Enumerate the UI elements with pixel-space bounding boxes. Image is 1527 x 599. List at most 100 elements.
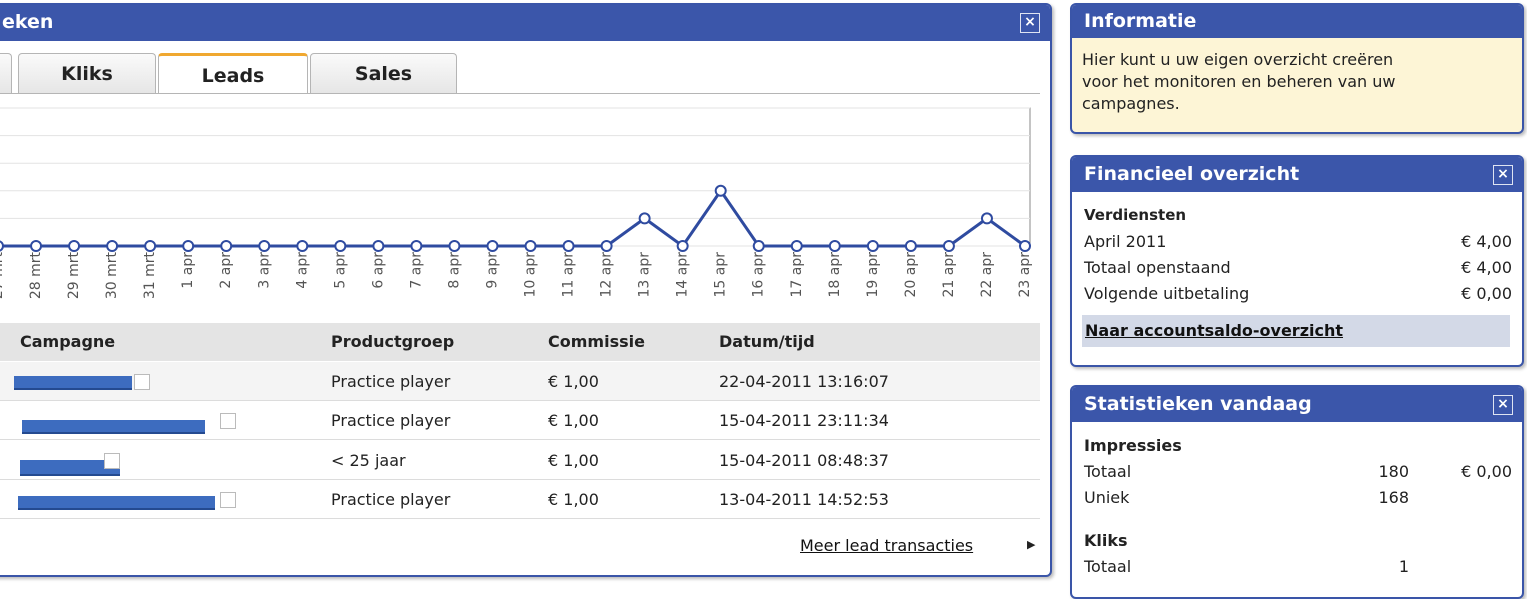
external-icon: [220, 491, 236, 508]
x-tick-label: 20 apr: [903, 252, 919, 298]
account-link[interactable]: Naar accountsaldo-overzicht: [1085, 321, 1344, 340]
row-value: € 0,00: [1461, 284, 1512, 303]
data-point: [866, 240, 879, 252]
close-button[interactable]: ×: [1020, 13, 1040, 33]
close-button[interactable]: ×: [1493, 395, 1513, 415]
panel-title: Statistieken vandaag: [1084, 393, 1312, 415]
table-header: [0, 323, 1040, 361]
table-cell: < 25 jaar: [331, 450, 406, 470]
data-point: [1019, 240, 1031, 252]
table-cell: € 1,00: [548, 411, 599, 431]
more-link[interactable]: Meer lead transacties: [800, 536, 974, 555]
redacted-link[interactable]: [14, 376, 132, 390]
tab-line: [0, 93, 1040, 94]
data-point: [182, 240, 195, 252]
panel-title: Informatie: [1084, 10, 1197, 32]
x-tick-label: 14 apr: [675, 252, 691, 298]
x-tick-label: 21 apr: [941, 252, 957, 298]
x-tick-label: 9 apr: [484, 252, 500, 289]
section-title: Impressies: [1084, 436, 1182, 455]
data-point: [600, 240, 613, 252]
table-cell: € 1,00: [548, 489, 599, 509]
column-header: Commissie: [548, 332, 645, 351]
data-point: [448, 240, 461, 252]
plot-frame: [0, 107, 1031, 247]
table-cell: Practice player: [331, 372, 451, 391]
x-tick-label: 13 apr: [637, 252, 653, 298]
info-text: Hier kunt u uw eigen overzicht creëren: [1082, 50, 1394, 69]
tab[interactable]: Leads: [158, 53, 308, 93]
data-point: [638, 212, 651, 225]
stats-panel: Statistieken vandaag × Impressies Totaal 1…: [1070, 385, 1524, 599]
x-tick-label: 2 apr: [218, 252, 234, 289]
panel-header: Informatie: [1072, 5, 1522, 38]
row-label: Uniek: [1084, 488, 1130, 507]
panel-title: Financieel overzicht: [1084, 163, 1300, 185]
redacted-link[interactable]: [20, 460, 120, 476]
column-header: Campagne: [20, 332, 116, 351]
data-point: [68, 240, 81, 252]
row-label: Volgende uitbetaling: [1084, 284, 1250, 303]
x-tick-label: 11 apr: [561, 252, 577, 298]
data-point: [676, 240, 689, 252]
info-panel: Informatie Hier kunt u uw eigen overzich…: [1070, 3, 1524, 134]
table-cell: 13-04-2011 14:52:53: [719, 489, 889, 509]
redacted-link[interactable]: [18, 496, 215, 510]
data-point: [486, 240, 499, 252]
data-point: [144, 240, 157, 252]
row-value: € 4,00: [1461, 258, 1512, 277]
chart: 27 mrt 28 mrt 29 mrt 30 mrt 31 mrt 1 apr 2 apr…: [0, 107, 1033, 299]
close-button[interactable]: ×: [1493, 165, 1513, 185]
tab[interactable]: [0, 53, 12, 93]
external-icon: [220, 413, 236, 430]
x-tick-label: 23 apr: [1017, 252, 1033, 298]
x-tick-label: 28 mrt: [28, 251, 44, 299]
tab[interactable]: Kliks: [18, 53, 156, 93]
panel-header: Financieel overzicht ×: [1072, 157, 1522, 192]
x-tick-label: 10 apr: [523, 252, 539, 298]
data-point: [942, 240, 955, 252]
info-text: voor het monitoren en beheren van uw: [1082, 72, 1396, 91]
data-point: [524, 240, 537, 252]
x-tick-label: 4 apr: [294, 252, 310, 289]
row-value: € 4,00: [1461, 232, 1512, 251]
table-row: [0, 440, 1040, 480]
data-point: [828, 240, 841, 252]
x-tick-label: 27 mrt: [0, 251, 6, 299]
x-tick-label: 29 mrt: [66, 251, 82, 299]
x-tick-label: 5 apr: [332, 252, 348, 289]
row-label: Totaal: [1084, 557, 1132, 576]
row-value: 180: [1378, 462, 1409, 481]
x-tick-label: 17 apr: [789, 252, 805, 298]
section-title: Verdiensten: [1084, 206, 1187, 224]
row-label: Totaal: [1084, 462, 1132, 481]
link-row: Naar accountsaldo-overzicht: [1082, 315, 1510, 347]
row-amount: € 0,00: [1461, 462, 1512, 481]
table-cell: Practice player: [331, 489, 451, 509]
redacted-link[interactable]: [22, 420, 205, 434]
row-value: 168: [1378, 488, 1409, 507]
row-label: Totaal openstaand: [1084, 258, 1231, 277]
data-point: [714, 184, 727, 197]
arrow-icon: ▶: [1027, 538, 1036, 551]
data-point: [410, 240, 423, 252]
tab[interactable]: Sales: [310, 53, 457, 93]
info-text: campagnes.: [1082, 94, 1180, 113]
data-line: [0, 188, 1026, 249]
x-tick-label: 6 apr: [370, 252, 386, 289]
table-cell: 15-04-2011 08:48:37: [719, 450, 889, 470]
table-cell: € 1,00: [548, 372, 599, 391]
row-value: 1: [1398, 557, 1409, 576]
table-cell: Practice player: [331, 411, 451, 431]
section-title: Kliks: [1084, 531, 1128, 550]
table-row: [0, 362, 1040, 401]
data-point: [790, 240, 803, 252]
column-header: Productgroep: [331, 332, 455, 351]
data-point: [904, 240, 917, 252]
x-tick-label: 18 apr: [827, 252, 843, 298]
data-point: [296, 240, 309, 252]
x-tick-label: 7 apr: [408, 252, 424, 289]
row-label: April 2011: [1084, 232, 1167, 251]
table-cell: 15-04-2011 23:11:34: [719, 411, 889, 431]
x-tick-label: 15 apr: [713, 252, 729, 298]
